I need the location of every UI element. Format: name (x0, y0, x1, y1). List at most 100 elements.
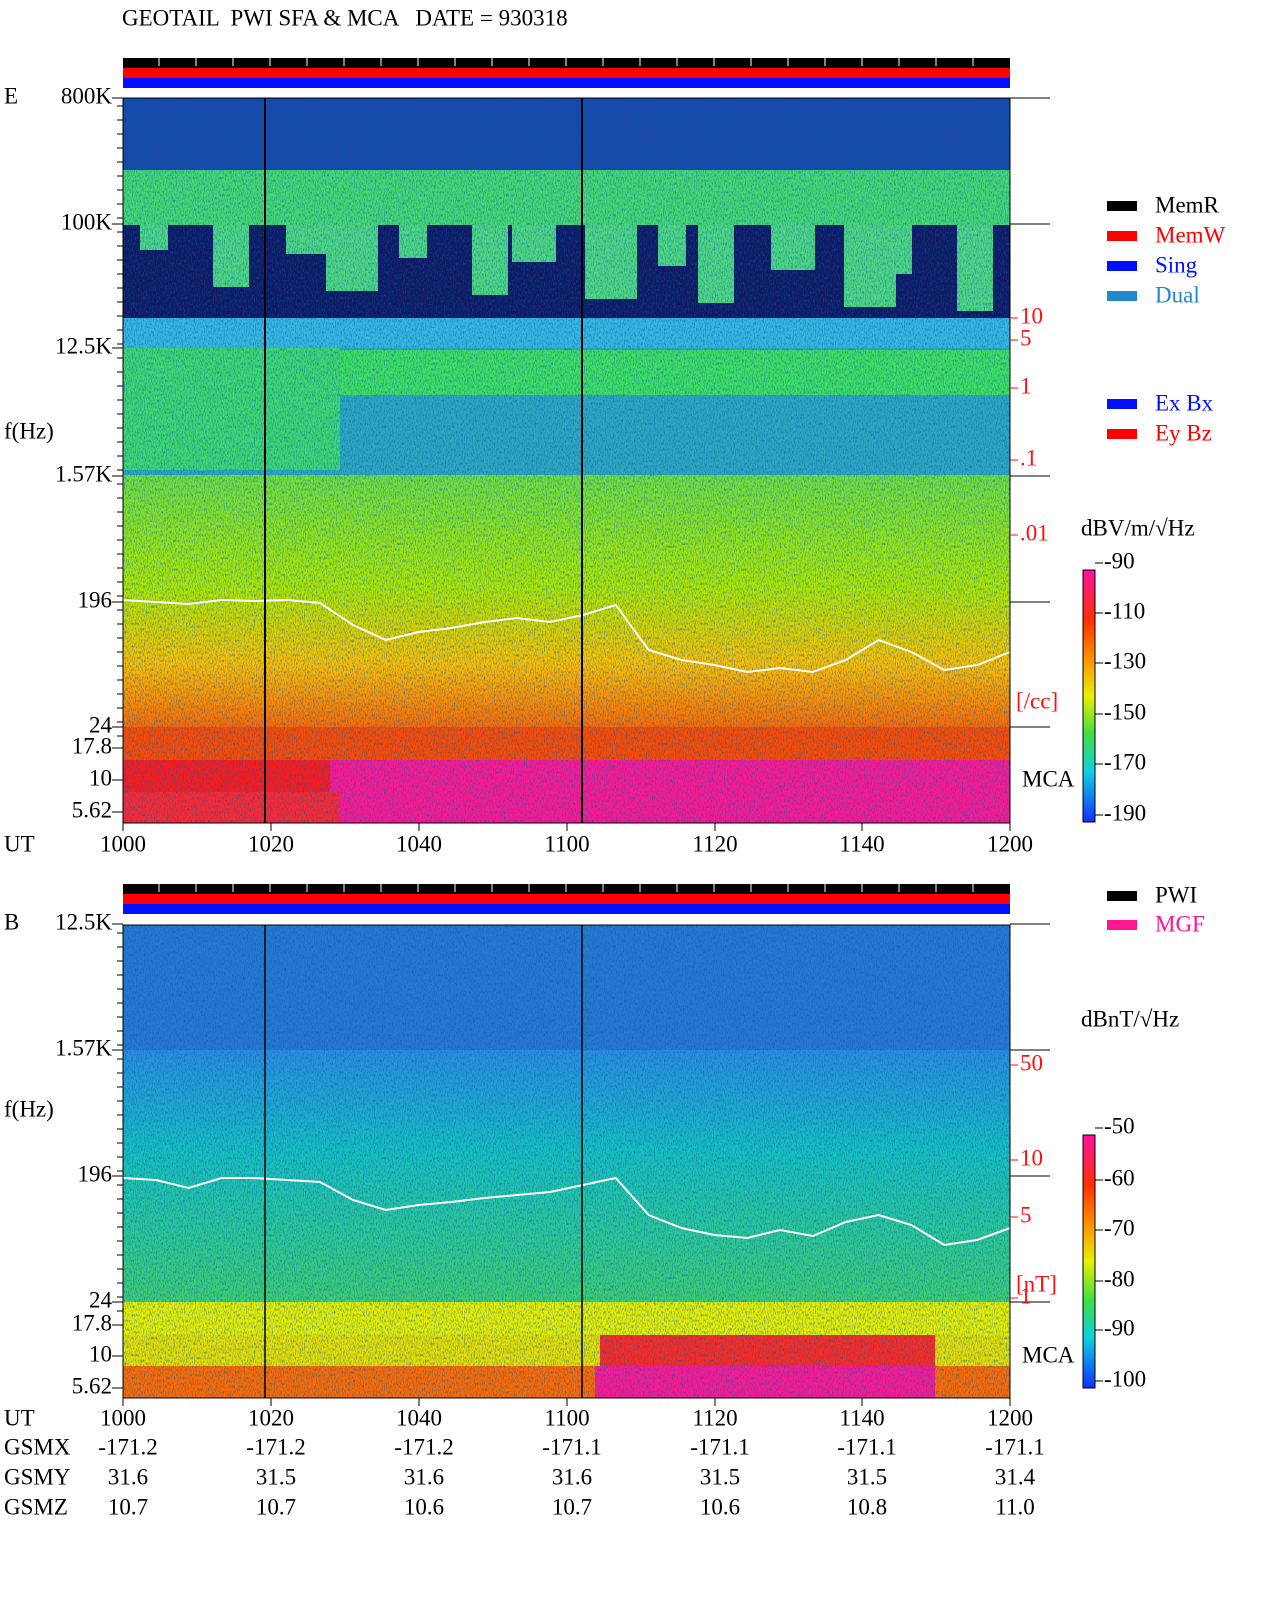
x-tick-label: 1040 (396, 831, 442, 856)
title: GEOTAIL PWI SFA & MCA DATE = 930318 (122, 5, 568, 30)
x-tick-label: 1200 (987, 831, 1033, 856)
plasma-trace (122, 598, 1011, 674)
y-tick-label: 5.62 (72, 797, 112, 822)
legend-swatch (1107, 291, 1137, 301)
right-tick-label: .01 (1020, 520, 1049, 545)
legend-swatch (1107, 231, 1137, 241)
orbit-value: 31.5 (847, 1464, 887, 1489)
orbit-value: 10.8 (847, 1494, 887, 1519)
legend-label: Dual (1155, 282, 1200, 307)
colorbar (1082, 1134, 1096, 1389)
right-tick-label: 5 (1020, 325, 1032, 350)
orbit-value: 31.6 (108, 1464, 148, 1489)
status-bar (123, 68, 1010, 78)
x-tick-label: 1200 (987, 1405, 1033, 1430)
orbit-value: -171.2 (246, 1434, 305, 1459)
noise (123, 925, 1010, 1398)
x-tick-label: 1120 (692, 1405, 737, 1430)
x-tick-label: 1000 (100, 1405, 146, 1430)
y-tick-label: 17.8 (72, 1310, 112, 1335)
orbit-value: 31.4 (995, 1464, 1036, 1489)
legend-label: Ex Bx (1155, 390, 1214, 415)
status-bar (123, 894, 1010, 904)
x-tick-label: 1140 (839, 1405, 884, 1430)
x-tick-label: 1020 (248, 831, 294, 856)
y-axis-label: f(Hz) (4, 418, 54, 443)
colorbar-tick-label: -90 (1104, 548, 1135, 573)
y-tick-label: 1.57K (55, 1035, 112, 1060)
status-bar (123, 904, 1010, 914)
legend-swatch (1107, 891, 1137, 901)
y-tick-label: 17.8 (72, 733, 112, 758)
noise (123, 98, 1010, 823)
colorbar-tick-label: -100 (1104, 1366, 1146, 1391)
legend-swatch (1107, 399, 1137, 409)
orbit-value: 31.5 (700, 1464, 740, 1489)
x-axis-label: UT (4, 1405, 35, 1430)
colorbar-tick-label: -130 (1104, 648, 1146, 673)
x-tick-label: 1040 (396, 1405, 442, 1430)
orbit-value: 31.6 (404, 1464, 444, 1489)
y-tick-label: 196 (78, 1161, 113, 1186)
right-tick-label: 10 (1020, 303, 1043, 328)
y-tick-label: 100K (61, 209, 113, 234)
orbit-value: -171.2 (394, 1434, 453, 1459)
legend-swatch (1107, 429, 1137, 439)
mca-label: MCA (1022, 766, 1075, 791)
y-tick-label: 24 (89, 712, 113, 737)
orbit-label: GSMY (4, 1464, 71, 1489)
y-tick-label: 12.5K (55, 333, 112, 358)
x-tick-label: 1020 (248, 1405, 294, 1430)
colorbar-tick-label: -190 (1104, 800, 1146, 825)
colorbar-tick-label: -110 (1104, 598, 1145, 623)
orbit-value: 10.6 (700, 1494, 740, 1519)
y-tick-label: 12.5K (55, 909, 112, 934)
legend-swatch (1107, 261, 1137, 271)
colorbar-tick-label: -80 (1104, 1266, 1135, 1291)
colorbar-tick-label: -170 (1104, 749, 1146, 774)
right-tick-label: 1 (1020, 373, 1032, 398)
legend-swatch (1107, 201, 1137, 211)
y-tick-label: 5.62 (72, 1373, 112, 1398)
colorbar-tick-label: -50 (1104, 1113, 1135, 1138)
status-bar (123, 78, 1010, 88)
orbit-value: -171.1 (837, 1434, 896, 1459)
right-unit: [nT] (1016, 1271, 1057, 1296)
y-tick-label: 10 (89, 1341, 112, 1366)
right-tick-label: 50 (1020, 1050, 1043, 1075)
orbit-value: 11.0 (995, 1494, 1034, 1519)
plasma-trace (122, 1176, 1011, 1247)
y-tick-label: 800K (61, 83, 113, 108)
orbit-value: 10.7 (552, 1494, 592, 1519)
orbit-value: 31.6 (552, 1464, 592, 1489)
orbit-value: 10.6 (404, 1494, 444, 1519)
y-tick-label: 10 (89, 765, 112, 790)
legend-label: MemR (1155, 192, 1220, 217)
orbit-value: 31.5 (256, 1464, 296, 1489)
orbit-value: -171.1 (690, 1434, 749, 1459)
x-tick-label: 1140 (839, 831, 884, 856)
mca-label: MCA (1022, 1342, 1075, 1367)
right-tick-label: 5 (1020, 1202, 1032, 1227)
x-tick-label: 1000 (100, 831, 146, 856)
colorbar-unit: dBV/m/√Hz (1081, 515, 1195, 540)
panel-label: E (4, 83, 18, 108)
colorbar-tick-label: -60 (1104, 1165, 1135, 1190)
colorbar (1082, 569, 1096, 823)
legend-label: Ey Bz (1155, 420, 1212, 445)
right-tick-label: .1 (1020, 445, 1037, 470)
legend-label: MemW (1155, 222, 1226, 247)
y-axis-label: f(Hz) (4, 1096, 54, 1121)
y-tick-label: 196 (78, 587, 113, 612)
x-tick-label: 1100 (544, 831, 589, 856)
orbit-value: -171.1 (985, 1434, 1044, 1459)
legend-swatch (1107, 920, 1137, 930)
orbit-label: GSMZ (4, 1494, 68, 1519)
orbit-value: 10.7 (256, 1494, 296, 1519)
colorbar-tick-label: -90 (1104, 1315, 1135, 1340)
right-tick-label: 10 (1020, 1145, 1043, 1170)
colorbar-tick-label: -150 (1104, 699, 1146, 724)
right-unit: [/cc] (1016, 688, 1058, 713)
